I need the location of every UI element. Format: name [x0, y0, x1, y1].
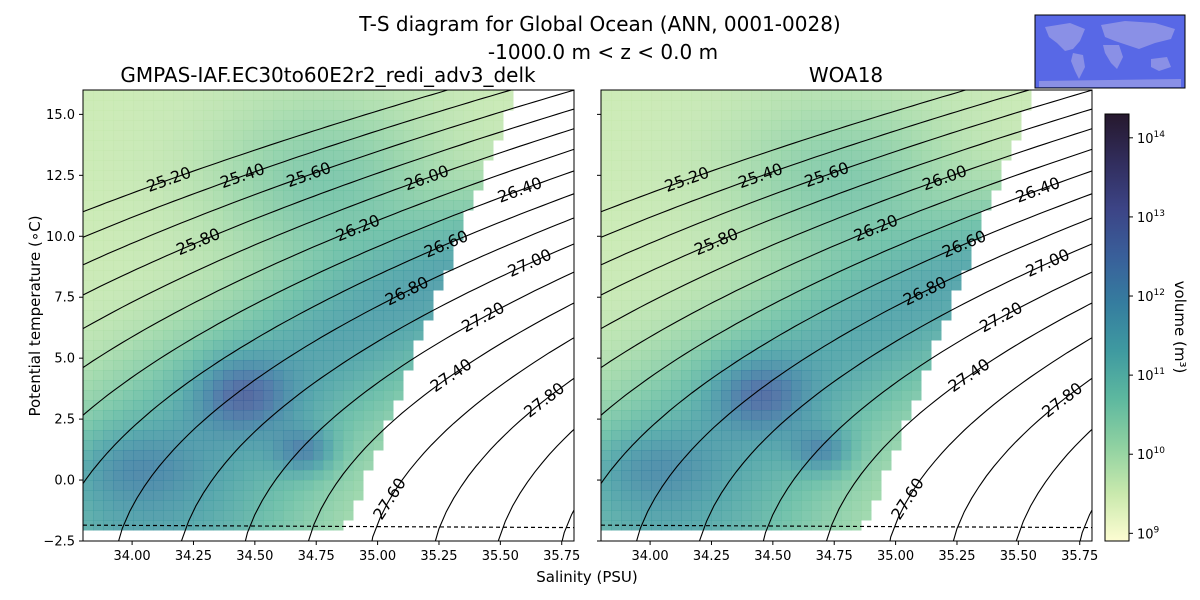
colorbar-tick-label: 1014 [1137, 130, 1165, 147]
contour-26.40 [83, 170, 574, 416]
colorbar-tick-label: 109 [1137, 525, 1160, 542]
contour-27.80 [434, 377, 574, 541]
contour-27.00 [180, 243, 574, 541]
contour-25.60 [83, 90, 574, 266]
contour-26.60 [83, 193, 574, 485]
panel-title-obs: WOA18 [809, 63, 883, 87]
figure-title-line1: T-S diagram for Global Ocean (ANN, 0001-… [358, 12, 840, 36]
contour-label: 27.00 [505, 245, 555, 281]
contour-28.20 [561, 508, 574, 541]
x-tick-label: 35.00 [359, 549, 396, 564]
contour-28.20 [1079, 508, 1092, 541]
contour-26.80 [636, 217, 1092, 541]
x-tick-label: 35.25 [938, 549, 975, 564]
contour-27.80 [952, 377, 1092, 541]
contour-27.00 [698, 243, 1092, 541]
y-tick-label: 5.0 [54, 352, 75, 367]
y-tick-label: 12.5 [46, 169, 75, 184]
contour-27.20 [762, 271, 1092, 541]
contour-label: 26.40 [1013, 173, 1063, 207]
contour-25.20 [601, 90, 968, 213]
x-axis-label: Salinity (PSU) [536, 568, 638, 586]
contour-27.60 [889, 337, 1092, 541]
contour-27.60 [371, 337, 574, 541]
x-tick-label: 35.75 [543, 549, 580, 564]
x-tick-label: 34.25 [175, 549, 212, 564]
x-tick-label: 34.50 [754, 549, 791, 564]
contour-26.80 [118, 217, 574, 541]
freezing-line-obs [600, 524, 1093, 529]
contour-label: 26.40 [495, 173, 545, 207]
y-tick-label: 7.5 [54, 291, 75, 306]
y-tick-label: 10.0 [46, 230, 75, 245]
panel-obs: WOA18 25.20 25.40 25.6025.8026.0026.2026.4… [597, 63, 1098, 564]
y-axis-ticks: −2.5 0.0 2.5 5.0 7.5 10.0 12.5 15.0 [43, 108, 83, 550]
axes-frame-model [82, 89, 575, 542]
x-tick-label: 34.75 [298, 549, 335, 564]
y-axis-label: Potential temperature (∘C) [26, 215, 44, 416]
x-tick-label: 34.00 [631, 549, 668, 564]
heatmap-model [83, 90, 514, 531]
world-map-inset [1034, 14, 1186, 89]
x-tick-label: 35.50 [1000, 549, 1037, 564]
x-tick-label: 34.50 [236, 549, 273, 564]
y-tick-label: 15.0 [46, 108, 75, 123]
x-tick-label: 34.25 [693, 549, 730, 564]
y-tick-label: 2.5 [54, 413, 75, 428]
contour-27.40 [825, 302, 1092, 541]
x-axis-ticks-model: 34.00 34.25 34.50 34.75 35.00 35.25 35.50 35.75 [113, 541, 580, 564]
colorbar-ticks: 109 1010 1011 1012 1013 1014 [1129, 130, 1165, 542]
figure-title-line2: -1000.0 m < z < 0.0 m [488, 40, 718, 64]
y-axis-ticks-obs [597, 113, 601, 542]
x-tick-label: 35.75 [1061, 549, 1098, 564]
x-axis-ticks-obs: 34.00 34.25 34.50 34.75 35.00 35.25 35.50 35.75 [631, 541, 1098, 564]
contour-25.40 [83, 90, 514, 238]
contour-label: 27.20 [976, 298, 1025, 336]
contour-26.60 [601, 193, 1092, 485]
contour-26.40 [601, 170, 1092, 416]
panel-title-model: GMPAS-IAF.EC30to60E2r2_redi_adv3_delk [120, 63, 536, 87]
panel-model: GMPAS-IAF.EC30to60E2r2_redi_adv3_delk 25… [26, 63, 580, 564]
x-tick-label: 35.50 [482, 549, 519, 564]
contour-27.40 [307, 302, 574, 541]
colorbar-gradient [1104, 113, 1130, 542]
x-tick-label: 34.00 [113, 549, 150, 564]
contour-label: 27.00 [1023, 245, 1073, 281]
contour-26.00 [601, 128, 1092, 330]
contour-25.40 [601, 90, 1032, 238]
density-contours-obs [601, 90, 1092, 541]
colorbar-tick-label: 1012 [1137, 288, 1165, 305]
density-contours-model [83, 90, 574, 541]
x-tick-label: 34.75 [816, 549, 853, 564]
contour-27.20 [244, 271, 574, 541]
contour-label: 27.20 [458, 298, 507, 336]
axes-frame-obs [600, 89, 1093, 542]
contour-28.00 [497, 428, 574, 541]
contour-26.00 [83, 128, 574, 330]
contour-26.20 [601, 148, 1092, 369]
y-tick-label: 0.0 [54, 474, 75, 489]
colorbar: 109 1010 1011 1012 1013 1014 volume (m³) [1104, 113, 1189, 542]
colorbar-label: volume (m³) [1171, 281, 1189, 374]
freezing-line-model [82, 524, 575, 529]
contour-28.00 [1015, 428, 1092, 541]
contour-25.80 [601, 108, 1092, 296]
x-tick-label: 35.00 [877, 549, 914, 564]
contour-26.20 [83, 148, 574, 369]
colorbar-tick-label: 1010 [1137, 446, 1165, 463]
colorbar-tick-label: 1013 [1137, 209, 1165, 226]
heatmap-obs [601, 90, 1032, 531]
contour-25.80 [83, 108, 574, 296]
colorbar-tick-label: 1011 [1137, 367, 1165, 384]
x-tick-label: 35.25 [420, 549, 457, 564]
contour-25.20 [83, 90, 450, 213]
contour-25.60 [601, 90, 1092, 266]
y-tick-label: −2.5 [43, 535, 75, 550]
